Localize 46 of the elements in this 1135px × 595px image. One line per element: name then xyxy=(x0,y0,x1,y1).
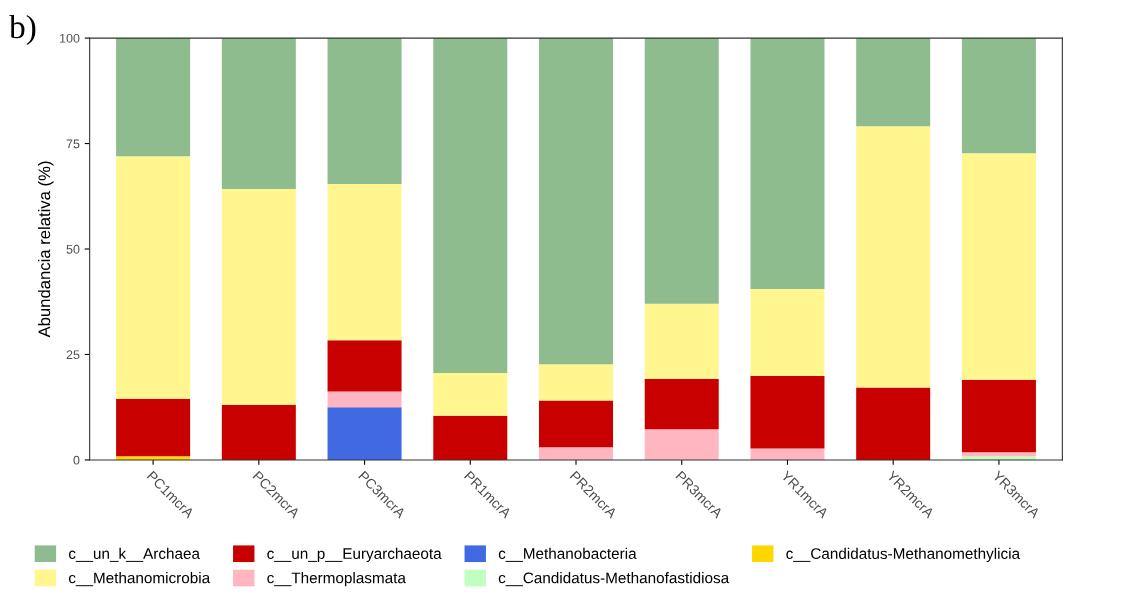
bar xyxy=(116,156,191,399)
y-tick-label: 25 xyxy=(66,350,80,360)
legend-label: c__Candidatus-Methanofastidiosa xyxy=(498,572,730,587)
bar xyxy=(856,126,931,388)
bar xyxy=(433,373,508,416)
bar xyxy=(327,38,402,185)
legend-label: c__Methanomicrobia xyxy=(68,572,211,587)
bar xyxy=(221,404,296,460)
bar xyxy=(961,452,1036,457)
legend-label: c__Candidatus-Methanomethylicia xyxy=(786,547,1021,563)
bar xyxy=(961,379,1036,453)
bar xyxy=(221,38,296,190)
bar xyxy=(116,398,191,457)
bar xyxy=(961,38,1036,154)
y-tick-label: 75 xyxy=(66,139,80,149)
text: b) xyxy=(9,14,36,46)
y-tick-label: 100 xyxy=(60,33,80,43)
bar xyxy=(433,38,508,374)
bar xyxy=(750,375,825,449)
bar xyxy=(221,189,296,405)
bar xyxy=(116,38,191,157)
bar xyxy=(327,184,402,341)
legend-label: c__Thermoplasmata xyxy=(267,572,406,587)
bar xyxy=(644,38,719,304)
bar xyxy=(539,400,614,448)
bar xyxy=(433,415,508,460)
bar xyxy=(327,391,402,408)
bar xyxy=(327,340,402,392)
bar xyxy=(644,378,719,430)
bar xyxy=(539,364,614,401)
bar xyxy=(750,289,825,376)
bar xyxy=(961,153,1036,380)
bar xyxy=(856,387,931,460)
y-axis-title: Abundancia relativa (%) xyxy=(38,161,54,338)
y-tick-label: 50 xyxy=(66,244,80,254)
y-tick-label: 0 xyxy=(73,455,80,465)
bar xyxy=(644,303,719,379)
legend-label: c__un_p__Euryarchaeota xyxy=(267,547,442,563)
bar xyxy=(750,38,825,290)
bar xyxy=(327,407,402,460)
bar xyxy=(856,38,931,127)
bar xyxy=(539,38,614,365)
bar xyxy=(539,447,614,460)
bar xyxy=(644,429,719,460)
legend-label: c__un_k__Archaea xyxy=(68,547,200,562)
legend-label: c__Methanobacteria xyxy=(498,547,637,562)
